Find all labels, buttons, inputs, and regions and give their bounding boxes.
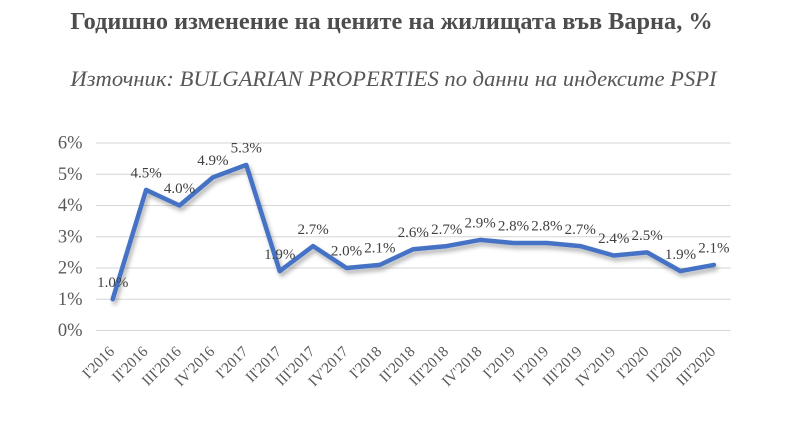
svg-text:2.1%: 2.1% xyxy=(364,241,395,257)
svg-text:6%: 6% xyxy=(58,134,83,154)
svg-text:3%: 3% xyxy=(58,227,83,247)
svg-text:2.9%: 2.9% xyxy=(464,216,495,232)
svg-text:4%: 4% xyxy=(58,196,83,216)
svg-text:1.0%: 1.0% xyxy=(97,275,128,291)
svg-text:1%: 1% xyxy=(58,290,83,310)
svg-text:2.7%: 2.7% xyxy=(565,222,596,238)
svg-text:2.7%: 2.7% xyxy=(431,222,462,238)
svg-text:4.5%: 4.5% xyxy=(130,166,161,182)
svg-text:1.9%: 1.9% xyxy=(665,247,696,263)
svg-text:1.9%: 1.9% xyxy=(264,247,295,263)
svg-text:5%: 5% xyxy=(58,165,83,185)
svg-text:2.4%: 2.4% xyxy=(598,231,629,247)
svg-text:2.6%: 2.6% xyxy=(398,225,429,241)
svg-text:0%: 0% xyxy=(58,321,83,341)
svg-text:4.9%: 4.9% xyxy=(197,153,228,169)
svg-text:2.8%: 2.8% xyxy=(498,219,529,235)
svg-text:2.8%: 2.8% xyxy=(531,219,562,235)
svg-text:5.3%: 5.3% xyxy=(231,141,262,157)
svg-text:2.5%: 2.5% xyxy=(631,228,662,244)
svg-text:2.7%: 2.7% xyxy=(297,222,328,238)
svg-text:4.0%: 4.0% xyxy=(164,181,195,197)
svg-text:2%: 2% xyxy=(58,259,83,279)
svg-text:2.1%: 2.1% xyxy=(698,241,729,257)
svg-text:2.0%: 2.0% xyxy=(331,244,362,260)
